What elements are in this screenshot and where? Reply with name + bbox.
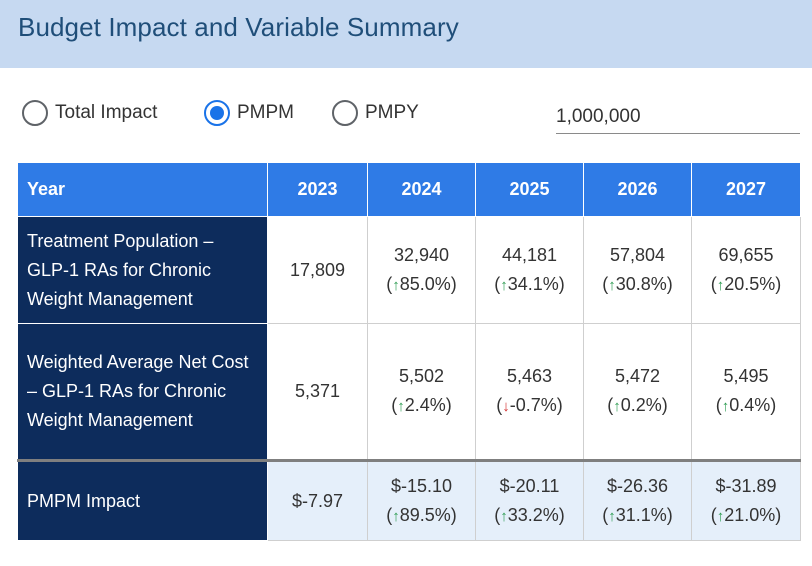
arrow-up-icon: ↑ <box>716 276 725 294</box>
radio-circle-icon[interactable] <box>22 100 48 126</box>
change-percent: -0.7% <box>509 395 557 415</box>
cell-value: 69,655 <box>718 244 774 265</box>
cell-value: 17,809 <box>289 259 346 280</box>
year-header: 2026 <box>583 162 692 217</box>
arrow-up-icon: ↑ <box>716 507 725 525</box>
change-percent: 0.4% <box>729 395 771 415</box>
row-label: Treatment Population – GLP-1 RAs for Chr… <box>17 216 268 324</box>
table-cell: 57,804 (↑30.8%) <box>583 216 692 324</box>
page-title: Budget Impact and Variable Summary <box>18 12 459 42</box>
year-header: 2027 <box>691 162 801 217</box>
cell-change: (↑89.5%) <box>386 504 457 525</box>
table-cell: 5,502 (↑2.4%) <box>367 323 476 461</box>
table-cell: $-7.97 <box>267 459 368 541</box>
arrow-up-icon: ↑ <box>392 276 400 294</box>
year-header: 2023 <box>267 162 368 217</box>
cell-value: 5,472 <box>614 366 661 386</box>
table-cell: 17,809 <box>267 216 368 324</box>
cell-value: 5,502 <box>398 366 445 386</box>
arrow-up-icon: ↑ <box>392 507 400 525</box>
arrow-up-icon: ↑ <box>613 398 621 415</box>
radio-label: PMPM <box>237 102 294 123</box>
radio-pmpm[interactable]: PMPM <box>204 100 294 126</box>
year-column-header: Year <box>17 162 268 217</box>
cell-value: 32,940 <box>393 244 450 265</box>
table-cell: 69,655 (↑20.5%) <box>691 216 801 324</box>
cell-value: $-31.89 <box>715 475 777 496</box>
change-percent: 31.1% <box>615 504 667 525</box>
cell-value: 5,463 <box>506 366 553 386</box>
cell-change: (↑21.0%) <box>710 504 782 525</box>
cell-value: 44,181 <box>501 244 558 265</box>
radio-circle-icon[interactable] <box>204 100 230 126</box>
change-percent: 85.0% <box>399 273 451 294</box>
table-header-row: Year 2023 2024 2025 2026 2027 <box>17 162 801 217</box>
change-percent: 21.0% <box>724 504 776 525</box>
table-row: Weighted Average Net Cost – GLP-1 RAs fo… <box>17 323 801 461</box>
arrow-up-icon: ↑ <box>608 507 616 525</box>
summary-table: Year 2023 2024 2025 2026 2027 Treatment … <box>17 162 801 541</box>
change-percent: 20.5% <box>724 273 776 294</box>
arrow-up-icon: ↑ <box>397 398 405 415</box>
table-cell: $-26.36 (↑31.1%) <box>583 459 692 541</box>
table-cell: 44,181 (↑34.1%) <box>475 216 584 324</box>
table-cell: $-20.11 (↑33.2%) <box>475 459 584 541</box>
cell-change: (↑30.8%) <box>602 273 673 294</box>
cell-change: (↑0.2%) <box>607 395 668 415</box>
change-percent: 2.4% <box>404 395 446 415</box>
change-percent: 30.8% <box>615 273 667 294</box>
cell-value: $-15.10 <box>390 475 453 496</box>
change-percent: 33.2% <box>507 504 559 525</box>
population-input[interactable] <box>556 96 800 134</box>
table-cell: 5,472 (↑0.2%) <box>583 323 692 461</box>
table-cell: 5,495 (↑0.4%) <box>691 323 801 461</box>
cell-change: (↑85.0%) <box>386 273 457 294</box>
cell-value: $-20.11 <box>499 475 560 496</box>
cell-change: (↑0.4%) <box>715 395 777 415</box>
arrow-up-icon: ↑ <box>721 398 730 415</box>
table-cell: $-31.89 (↑21.0%) <box>691 459 801 541</box>
cell-value: $-26.36 <box>606 475 669 496</box>
cell-value: 57,804 <box>609 244 666 265</box>
row-label: PMPM Impact <box>17 459 268 541</box>
radio-label: Total Impact <box>55 102 158 123</box>
table-row: PMPM Impact $-7.97 $-15.10 (↑89.5%) $-20.11 (… <box>17 459 801 541</box>
table-cell: 5,463 (↓-0.7%) <box>475 323 584 461</box>
change-percent: 89.5% <box>399 504 451 525</box>
cell-change: (↑31.1%) <box>602 504 673 525</box>
cell-change: (↑34.1%) <box>494 273 565 294</box>
cell-change: (↑33.2%) <box>494 504 565 525</box>
arrow-up-icon: ↑ <box>500 276 508 294</box>
year-header: 2025 <box>475 162 584 217</box>
year-header: 2024 <box>367 162 476 217</box>
radio-circle-icon[interactable] <box>332 100 358 126</box>
cell-change: (↑20.5%) <box>710 273 782 294</box>
arrow-up-icon: ↑ <box>500 507 508 525</box>
impact-controls: Total Impact PMPM PMPY <box>0 96 812 140</box>
radio-total-impact[interactable]: Total Impact <box>22 100 157 126</box>
table-cell: 32,940 (↑85.0%) <box>367 216 476 324</box>
table-cell: 5,371 <box>267 323 368 461</box>
table-cell: $-15.10 (↑89.5%) <box>367 459 476 541</box>
arrow-up-icon: ↑ <box>608 276 616 294</box>
change-percent: 0.2% <box>620 395 662 415</box>
radio-label: PMPY <box>365 102 419 123</box>
cell-value: $-7.97 <box>291 490 344 511</box>
arrow-down-icon: ↓ <box>502 398 510 415</box>
page-header: Budget Impact and Variable Summary <box>0 0 812 68</box>
change-percent: 34.1% <box>507 273 559 294</box>
cell-value: 5,495 <box>723 366 769 386</box>
cell-change: (↑2.4%) <box>391 395 452 415</box>
table-row: Treatment Population – GLP-1 RAs for Chr… <box>17 216 801 324</box>
row-label: Weighted Average Net Cost – GLP-1 RAs fo… <box>17 323 268 461</box>
radio-pmpy[interactable]: PMPY <box>332 100 419 126</box>
cell-value: 5,371 <box>294 381 341 401</box>
cell-change: (↓-0.7%) <box>496 395 563 415</box>
